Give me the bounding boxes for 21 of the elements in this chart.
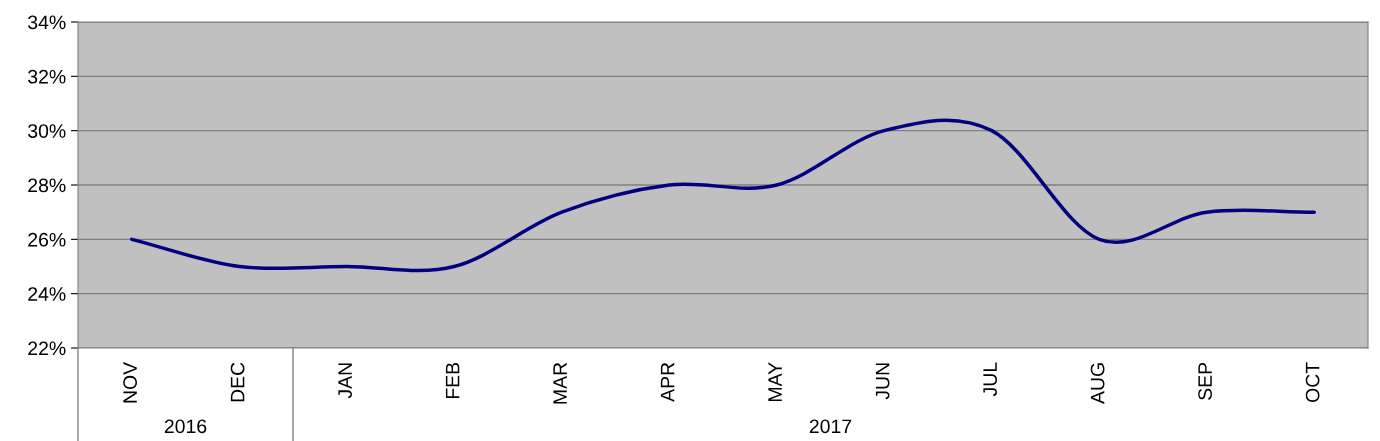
text: 2017 (809, 419, 852, 434)
y-tick-label: 30% (28, 124, 66, 138)
x-tick-label: SEP (1198, 362, 1212, 400)
x-tick-label: APR (660, 362, 675, 402)
x-tick-label: JUN (875, 363, 890, 400)
y-tick-label: 26% (28, 232, 66, 247)
y-tick-label: 22% (28, 341, 66, 356)
y-tick-label: 32% (28, 69, 66, 84)
x-tick-label: FEB (445, 362, 460, 399)
x-tick-label: OCT (1305, 362, 1320, 403)
x-tick-label: AUG (1090, 363, 1105, 404)
text: 2016 (164, 419, 207, 434)
x-tick-label: NOV (123, 361, 137, 403)
x-tick-label: DEC (230, 362, 245, 402)
x-tick-label: MAR (553, 362, 567, 404)
x-tick-label: MAY (768, 362, 782, 401)
x-tick-label: JUL (983, 362, 997, 397)
x-tick-label: JAN (338, 363, 352, 399)
y-tick-label: 24% (28, 287, 66, 301)
y-tick-label: 28% (28, 178, 66, 193)
y-tick-label: 34% (28, 15, 66, 30)
